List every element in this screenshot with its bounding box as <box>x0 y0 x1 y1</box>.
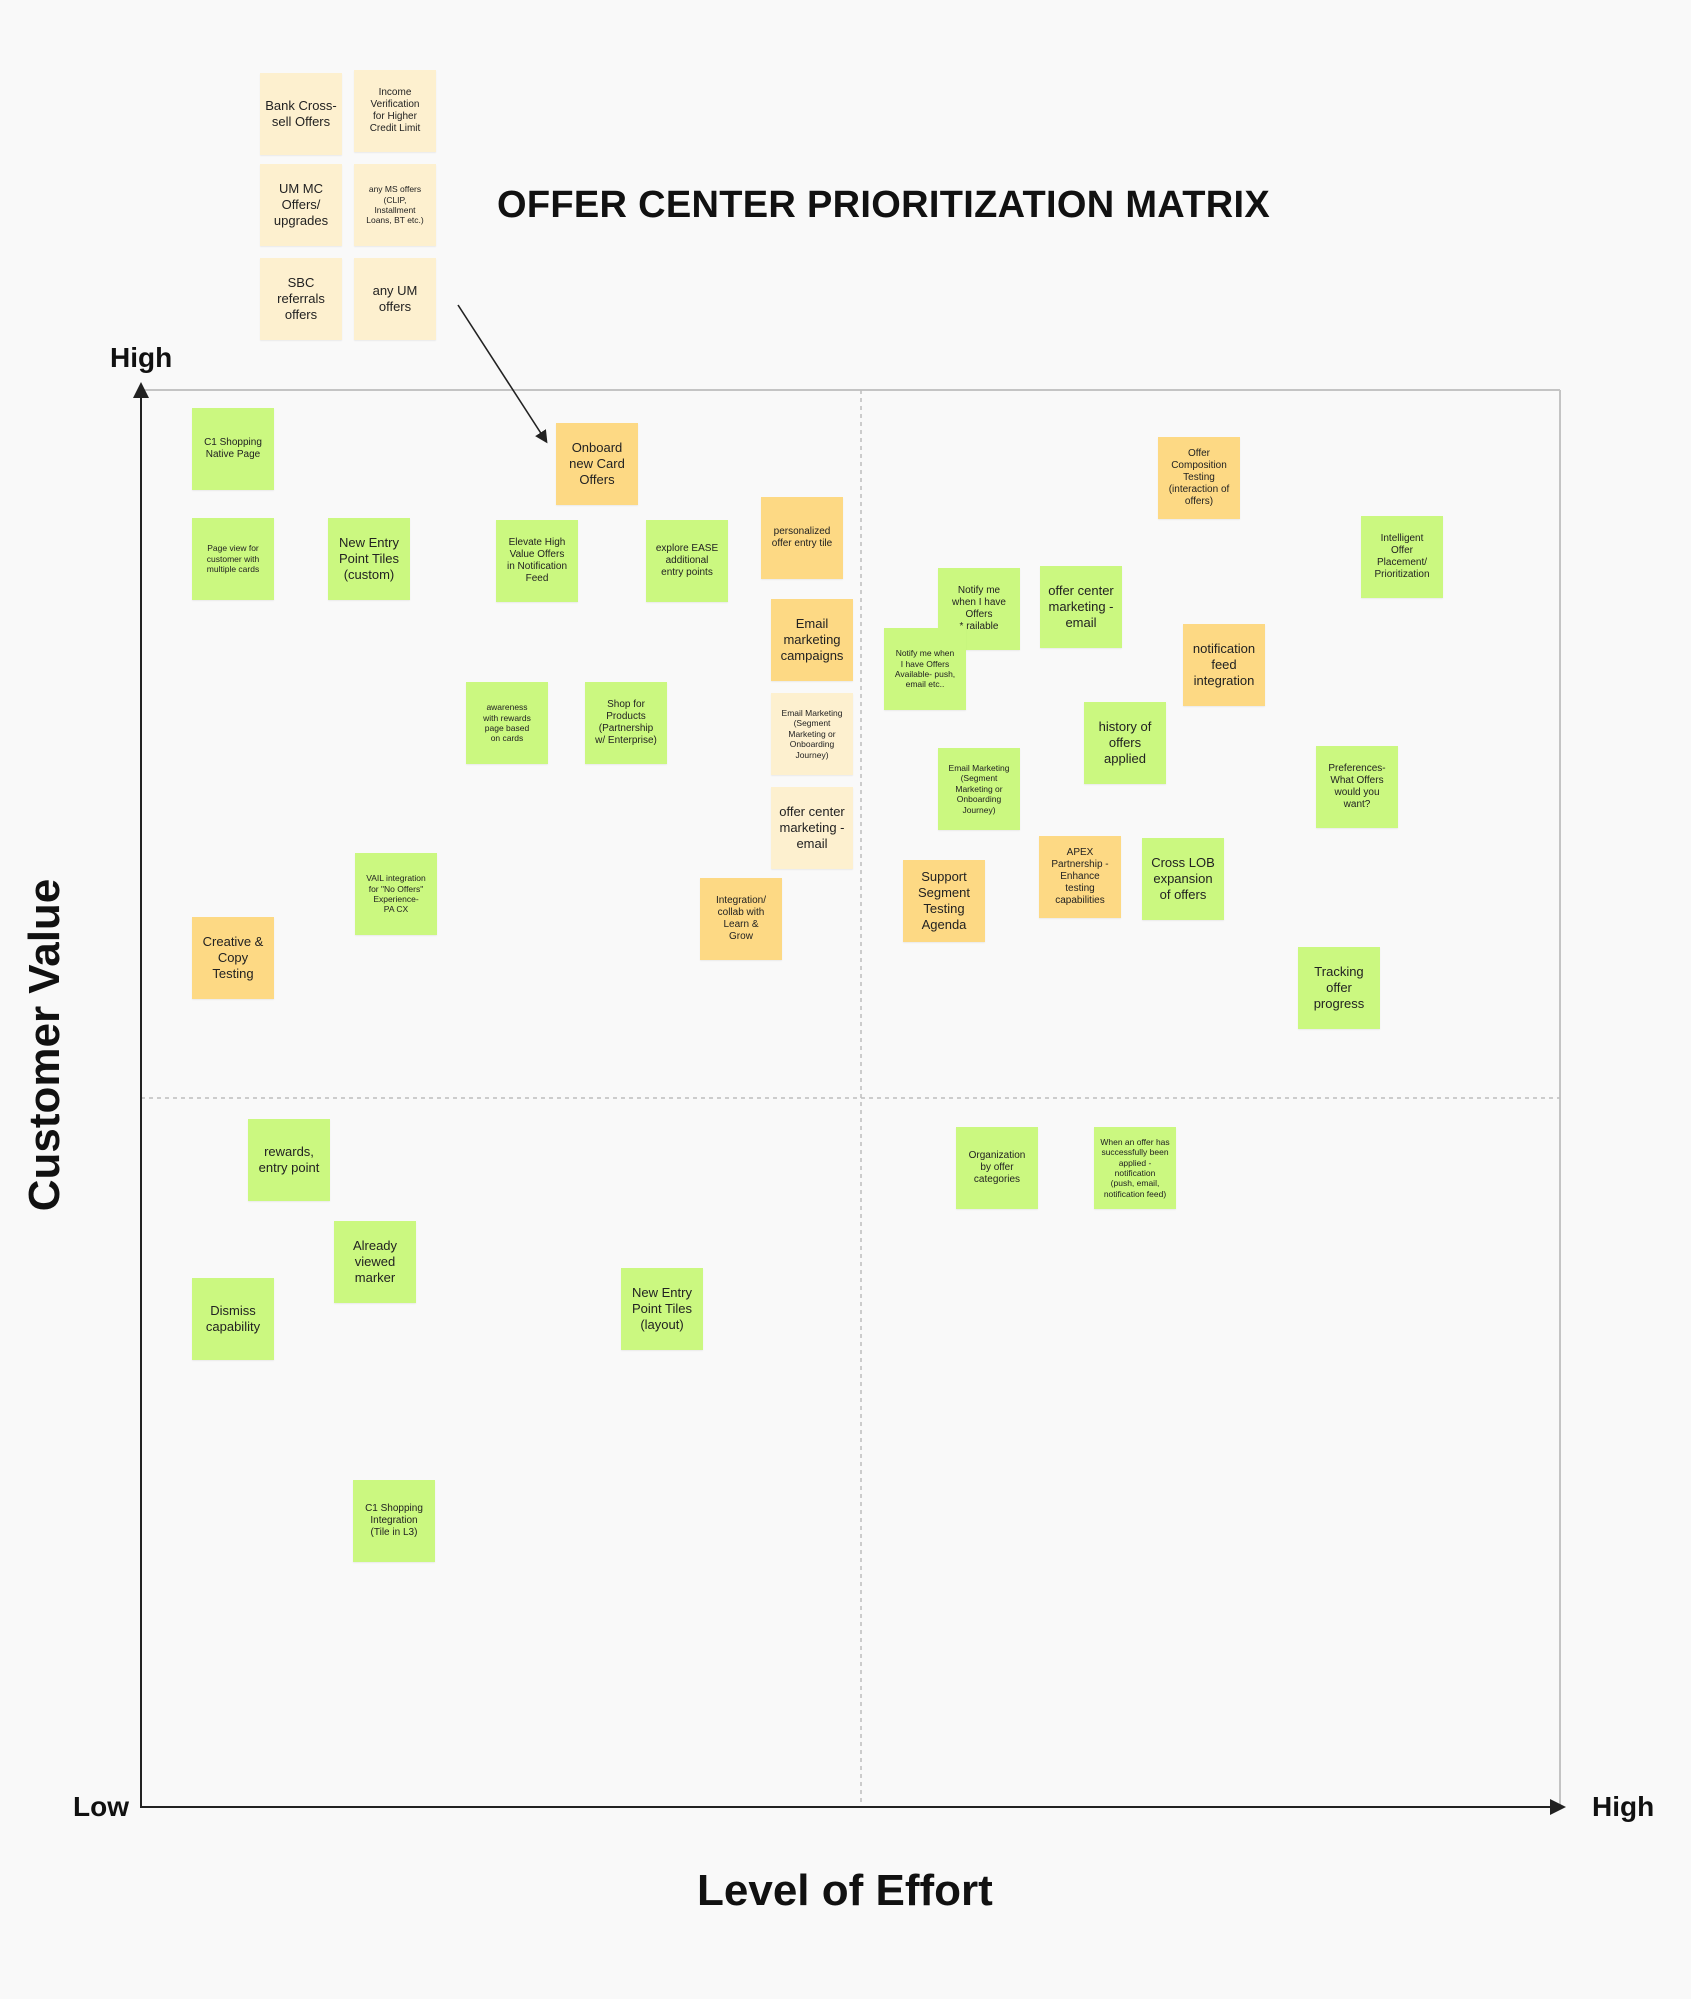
sticky-note[interactable]: Support Segment Testing Agenda <box>903 860 985 942</box>
sticky-note[interactable]: C1 Shopping Integration (Tile in L3) <box>353 1480 435 1562</box>
sticky-note[interactable]: Email Marketing (Segment Marketing or On… <box>938 748 1020 830</box>
sticky-note[interactable]: Organization by offer categories <box>956 1127 1038 1209</box>
sticky-note[interactable]: Creative & Copy Testing <box>192 917 274 999</box>
sticky-note[interactable]: Dismiss capability <box>192 1278 274 1360</box>
group-pointer-arrow <box>457 304 548 444</box>
sticky-note[interactable]: Notify me when I have Offers Available- … <box>884 628 966 710</box>
sticky-note[interactable]: Preferences- What Offers would you want? <box>1316 746 1398 828</box>
sticky-note[interactable]: Tracking offer progress <box>1298 947 1380 1029</box>
y-axis-high-label: High <box>110 342 173 373</box>
sticky-note[interactable]: Email marketing campaigns <box>771 599 853 681</box>
sticky-note[interactable]: Income Verification for Higher Credit Li… <box>354 70 436 152</box>
sticky-note[interactable]: SBC referrals offers <box>260 258 342 340</box>
sticky-note[interactable]: offer center marketing - email <box>1040 566 1122 648</box>
sticky-note[interactable]: Email Marketing (Segment Marketing or On… <box>771 693 853 775</box>
sticky-note[interactable]: Integration/ collab with Learn & Grow <box>700 878 782 960</box>
sticky-note[interactable]: personalized offer entry tile <box>761 497 843 579</box>
sticky-note[interactable]: New Entry Point Tiles (layout) <box>621 1268 703 1350</box>
sticky-note[interactable]: offer center marketing - email <box>771 787 853 869</box>
sticky-note[interactable]: any UM offers <box>354 258 436 340</box>
x-axis-high-label: High <box>1592 1791 1655 1822</box>
sticky-note[interactable]: New Entry Point Tiles (custom) <box>328 518 410 600</box>
sticky-note[interactable]: UM MC Offers/ upgrades <box>260 164 342 246</box>
sticky-note[interactable]: Intelligent Offer Placement/ Prioritizat… <box>1361 516 1443 598</box>
x-axis-low-label: Low <box>73 1791 129 1822</box>
sticky-note[interactable]: Onboard new Card Offers <box>556 423 638 505</box>
sticky-note[interactable]: C1 Shopping Native Page <box>192 408 274 490</box>
sticky-note[interactable]: awareness with rewards page based on car… <box>466 682 548 764</box>
sticky-note[interactable]: notification feed integration <box>1183 624 1265 706</box>
sticky-note[interactable]: Bank Cross- sell Offers <box>260 73 342 155</box>
sticky-note[interactable]: Cross LOB expansion of offers <box>1142 838 1224 920</box>
sticky-note[interactable]: VAIL integration for "No Offers" Experie… <box>355 853 437 935</box>
page-title: OFFER CENTER PRIORITIZATION MATRIX <box>497 184 1270 226</box>
y-axis-title: Customer Value <box>20 878 69 1212</box>
sticky-note[interactable]: Elevate High Value Offers in Notificatio… <box>496 520 578 602</box>
sticky-note[interactable]: rewards, entry point <box>248 1119 330 1201</box>
sticky-note[interactable]: Page view for customer with multiple car… <box>192 518 274 600</box>
sticky-note[interactable]: Offer Composition Testing (interaction o… <box>1158 437 1240 519</box>
sticky-note[interactable]: any MS offers (CLIP, Installment Loans, … <box>354 164 436 246</box>
sticky-note[interactable]: When an offer has successfully been appl… <box>1094 1127 1176 1209</box>
sticky-note[interactable]: explore EASE additional entry points <box>646 520 728 602</box>
sticky-note[interactable]: history of offers applied <box>1084 702 1166 784</box>
sticky-note[interactable]: Shop for Products (Partnership w/ Enterp… <box>585 682 667 764</box>
x-axis-title: Level of Effort <box>697 1866 993 1915</box>
sticky-note[interactable]: APEX Partnership - Enhance testing capab… <box>1039 836 1121 918</box>
sticky-note[interactable]: Already viewed marker <box>334 1221 416 1303</box>
